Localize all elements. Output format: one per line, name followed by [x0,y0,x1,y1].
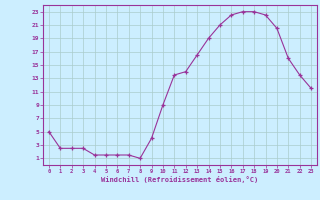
X-axis label: Windchill (Refroidissement éolien,°C): Windchill (Refroidissement éolien,°C) [101,176,259,183]
